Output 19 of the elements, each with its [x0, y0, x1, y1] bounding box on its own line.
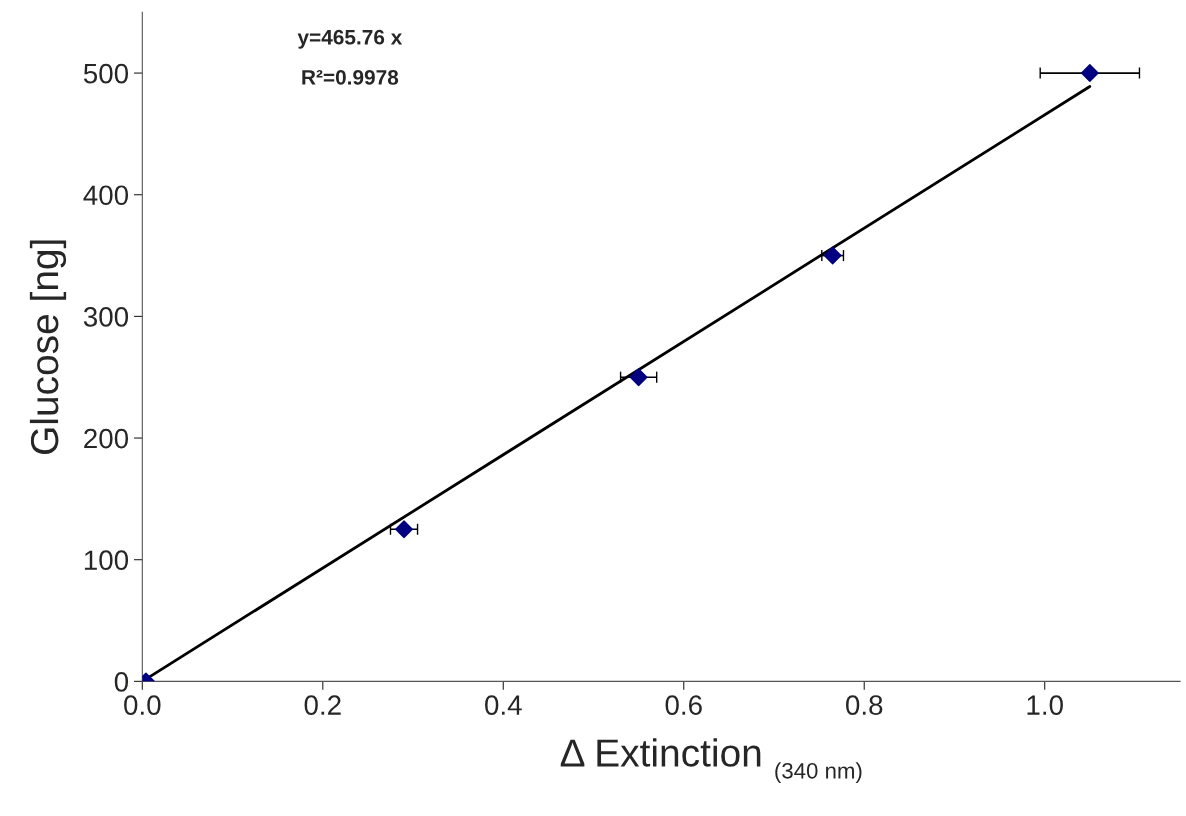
y-axis-title: Glucose [ng]	[29, 240, 67, 454]
x-tick-label: 0.8	[846, 695, 883, 715]
point	[1080, 64, 1099, 82]
x-tick-label: 0.0	[124, 695, 161, 715]
y-tick-label: 0	[114, 672, 129, 692]
point	[395, 520, 413, 539]
y-tick-label: 200	[84, 428, 129, 449]
point	[629, 368, 648, 387]
x-tick-label: 0.6	[665, 695, 702, 715]
x-axis-title: Δ Extinction (340 nm)	[560, 738, 862, 784]
y-tick-label: 100	[84, 550, 129, 571]
y-tick-label: 300	[83, 307, 129, 327]
x-tick-label: 1.0	[1027, 695, 1063, 715]
y-tick-label: 400	[83, 185, 129, 206]
x-tick-label: 0.4	[485, 695, 522, 715]
annotation: R²=0.9978	[302, 69, 399, 85]
x-tick-label: 0.2	[304, 695, 341, 715]
y-tick-label: 500	[83, 63, 129, 84]
annotation: y=465.76 x	[297, 29, 403, 49]
